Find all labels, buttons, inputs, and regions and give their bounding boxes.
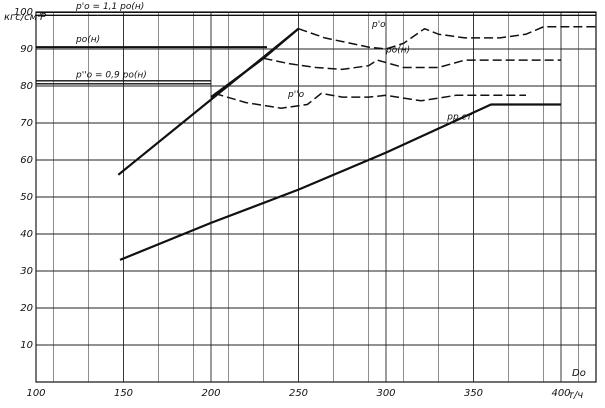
y-tick-label-30: 30 xyxy=(20,266,33,277)
y-tick-label-100: 100 xyxy=(14,7,33,18)
reference-line-label-0: p'о = 1,1 pо(н) xyxy=(75,2,144,12)
y-axis-unit: кгс/см² xyxy=(4,12,41,23)
tick-labels: 100 150 200 250 300 350 400 10 20 30 40 50 60 70 80 90 1… xyxy=(14,7,571,399)
series-line-1 xyxy=(117,27,300,176)
annotation-3: pр.ст xyxy=(446,112,472,122)
y-tick-label-50: 50 xyxy=(20,192,33,203)
x-tick-label-350: 350 xyxy=(464,388,483,399)
x-axis-label: Do xyxy=(572,368,586,379)
annotation-1: pо(н) xyxy=(385,46,410,56)
x-tick-label-400: 400 xyxy=(551,388,570,399)
annotation-0: p'о xyxy=(371,20,386,30)
y-tick-label-80: 80 xyxy=(20,81,33,92)
x-tick-label-200: 200 xyxy=(201,388,220,399)
reference-line-label-2: p''о = 0,9 pо(н) xyxy=(75,70,147,80)
y-tick-label-40: 40 xyxy=(20,229,33,240)
annotations: p'о pо(н) p''о pр.ст xyxy=(287,20,472,123)
annotation-2: p''о xyxy=(287,90,305,100)
series-line-2 xyxy=(298,26,596,50)
x-axis-unit: т/ч xyxy=(568,390,583,401)
x-tick-label-300: 300 xyxy=(376,388,395,399)
series-line-3 xyxy=(263,57,561,71)
y-tick-label-10: 10 xyxy=(20,340,33,351)
series-line-5 xyxy=(119,103,561,261)
x-tick-label-250: 250 xyxy=(289,388,308,399)
y-tick-label-90: 90 xyxy=(20,44,33,55)
y-axis-label: P xyxy=(40,12,47,23)
x-tick-label-100: 100 xyxy=(26,388,45,399)
reference-lines: p'о = 1,1 pо(н) pо(н) p''о = 0,9 pо(н) xyxy=(36,2,596,85)
series-line-4 xyxy=(214,92,526,109)
y-tick-label-60: 60 xyxy=(20,155,33,166)
x-tick-label-150: 150 xyxy=(114,388,133,399)
y-tick-label-70: 70 xyxy=(20,118,33,129)
reference-line-label-1: pо(н) xyxy=(75,35,100,45)
y-tick-label-20: 20 xyxy=(20,303,33,314)
series-group xyxy=(117,26,596,261)
